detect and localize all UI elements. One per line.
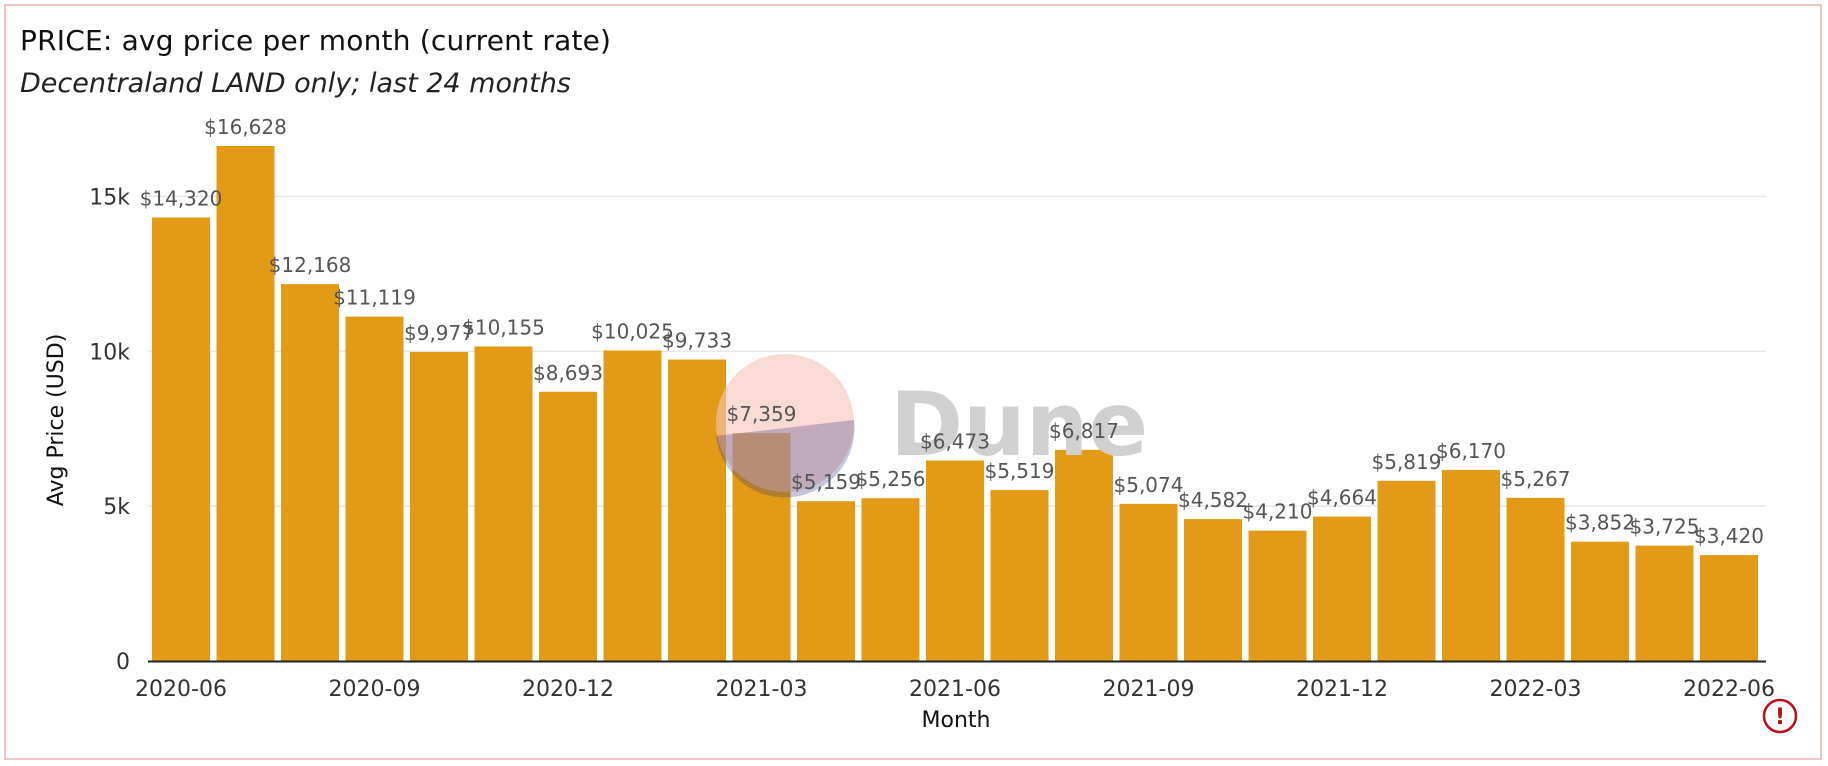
data-label: $3,852 (1565, 511, 1635, 535)
bar-2022-05[interactable] (1635, 545, 1694, 661)
data-label: $3,420 (1694, 524, 1764, 548)
x-axis-ticks: 2020-06 2020-09 2020-12 2021-03 2021-06 2021-… (135, 677, 1775, 702)
x-axis-title: Month (922, 708, 991, 733)
y-tick-label: 15k (89, 185, 130, 210)
x-tick-label: 2021-12 (1296, 677, 1388, 702)
bar-2022-02[interactable] (1442, 469, 1500, 661)
x-tick-label: 2020-06 (135, 677, 227, 702)
data-label: $5,267 (1501, 467, 1571, 491)
x-tick-label: 2021-06 (909, 677, 1001, 702)
data-label: $5,819 (1372, 450, 1442, 474)
bar-2021-11[interactable] (1248, 530, 1307, 661)
bar-2020-11[interactable] (474, 346, 533, 661)
bar-2021-08[interactable] (1055, 449, 1113, 661)
chart-subtitle: Decentraland LAND only; last 24 months (20, 68, 571, 99)
data-label: $5,159 (791, 470, 861, 494)
chart-title: PRICE: avg price per month (current rate… (20, 24, 612, 57)
bar-2021-12[interactable] (1313, 516, 1371, 661)
warning-icon-circle (1762, 698, 1798, 734)
bar-2021-05[interactable] (861, 498, 920, 661)
x-tick-label: 2021-03 (716, 677, 808, 702)
data-label: $9,977 (404, 321, 474, 345)
data-label: $9,733 (662, 329, 732, 353)
bar-2020-09[interactable] (345, 316, 404, 661)
data-label: $14,320 (140, 186, 223, 210)
x-tick-label: 2020-12 (522, 677, 614, 702)
bar-2022-04[interactable] (1571, 541, 1629, 661)
x-tick-label: 2021-09 (1103, 677, 1195, 702)
data-label: $3,725 (1630, 515, 1700, 539)
bar-2020-08[interactable] (281, 284, 339, 661)
data-label: $4,664 (1307, 486, 1377, 510)
x-tick-label: 2022-03 (1490, 677, 1582, 702)
bar-2022-06[interactable] (1700, 555, 1758, 661)
data-label: $4,582 (1178, 488, 1248, 512)
data-label: $6,817 (1049, 419, 1119, 443)
bar-2021-06[interactable] (926, 460, 984, 661)
bar-2020-10[interactable] (410, 351, 468, 661)
data-label: $6,170 (1436, 439, 1506, 463)
bar-2021-01[interactable] (603, 350, 662, 661)
watermark-logo-segment (716, 420, 855, 498)
bar-2022-03[interactable] (1506, 497, 1565, 661)
bar-2021-09[interactable] (1119, 503, 1178, 661)
bar-2021-04[interactable] (797, 501, 855, 661)
y-axis-title: Avg Price (USD) (44, 334, 69, 507)
data-label: $8,693 (533, 361, 603, 385)
y-tick-label: 10k (89, 340, 130, 365)
data-label: $12,168 (269, 253, 352, 277)
warning-icon[interactable]: ! (1762, 698, 1798, 734)
data-label: $5,256 (856, 467, 926, 491)
data-label: $5,074 (1114, 473, 1184, 497)
data-labels: $14,320 $16,628 $12,168 $11,119 $9,977$10,15… (140, 115, 1764, 548)
bar-2021-07[interactable] (990, 490, 1049, 661)
data-label: $5,519 (985, 459, 1055, 483)
bar-2022-01[interactable] (1377, 480, 1436, 661)
bar-2020-07[interactable] (216, 146, 275, 661)
data-label: $10,155 (462, 315, 545, 339)
warning-icon-glyph: ! (1775, 705, 1785, 730)
data-label: $6,473 (920, 430, 990, 454)
data-label: $10,025 (591, 320, 674, 344)
data-label: $4,210 (1243, 500, 1313, 524)
data-label: $16,628 (204, 115, 287, 139)
bar-2020-12[interactable] (539, 391, 597, 661)
x-tick-label: 2020-09 (329, 677, 421, 702)
data-label: $7,359 (727, 402, 797, 426)
y-axis-ticks: 0 5k 10k 15k (89, 185, 130, 675)
watermark-text: Dune (890, 373, 1148, 476)
watermark-logo-icon (716, 354, 854, 492)
data-label: $11,119 (333, 286, 416, 310)
y-tick-label: 0 (116, 650, 130, 675)
bar-2021-10[interactable] (1184, 519, 1242, 661)
dune-watermark: Dune (716, 354, 1148, 498)
x-tick-label: 2022-06 (1683, 677, 1775, 702)
bar-2020-06[interactable] (152, 217, 210, 662)
bar-2021-02[interactable] (668, 359, 726, 661)
y-tick-label: 5k (103, 495, 130, 520)
bars (152, 146, 1758, 662)
